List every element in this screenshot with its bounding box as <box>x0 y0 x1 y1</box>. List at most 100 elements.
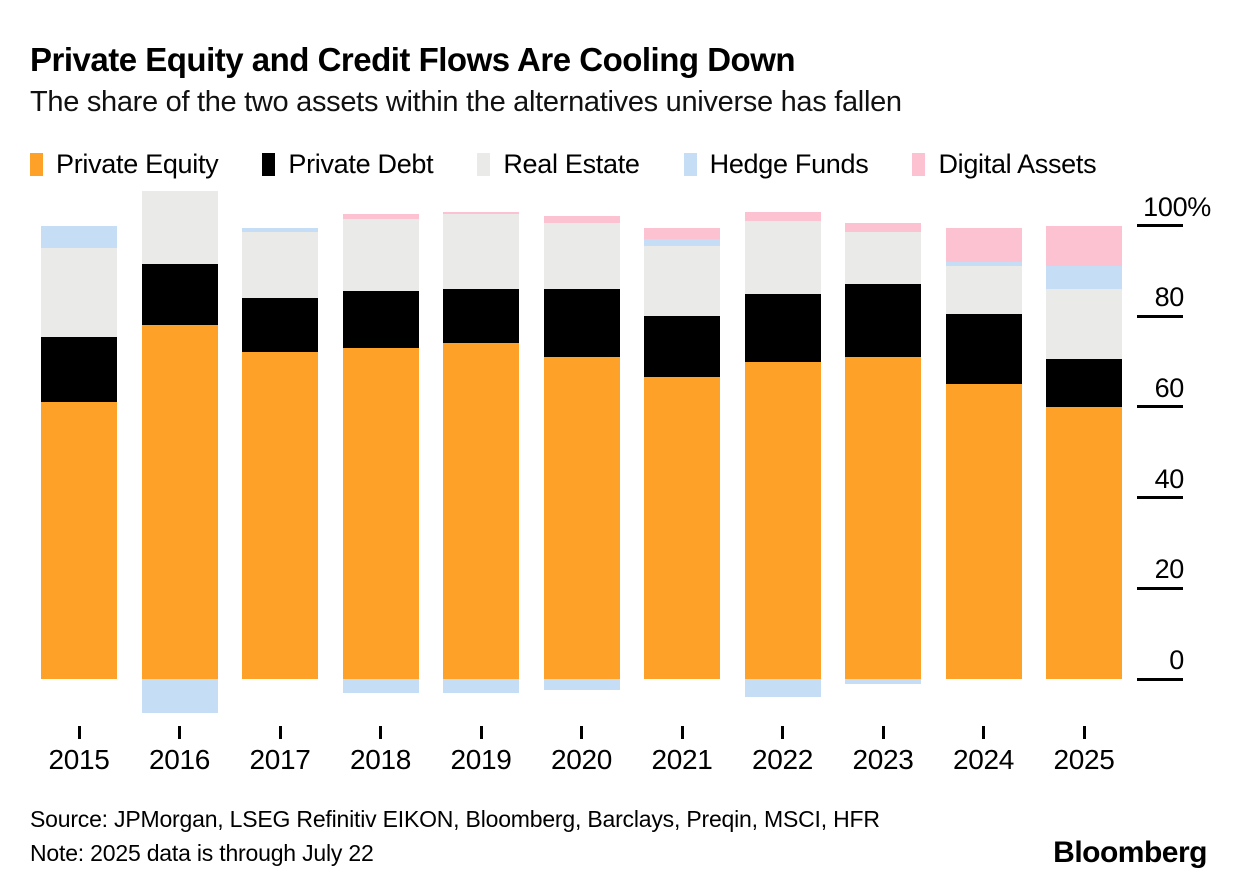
bar-segment-private-equity-2017 <box>242 352 318 679</box>
bar-segment-hedge-funds-2021 <box>644 239 720 246</box>
y-axis-tick <box>1137 405 1183 409</box>
bar-segment-private-equity-2025 <box>1046 406 1122 679</box>
bar-segment-digital-assets-2021 <box>644 227 720 240</box>
bar-segment-hedge-funds-2017 <box>242 227 318 233</box>
x-axis-label-2016: 2016 <box>148 744 211 775</box>
x-axis-label-2019: 2019 <box>450 744 512 775</box>
bar-segment-private-debt-2021 <box>644 316 720 378</box>
hedge-funds-swatch-icon <box>683 153 697 176</box>
bar-segment-private-debt-2018 <box>342 291 419 348</box>
bar-segment-hedge-funds-2025 <box>1046 266 1122 289</box>
bar-segment-hedge-funds-2023 <box>845 679 921 684</box>
bar-segment-real-estate-2023 <box>845 232 921 285</box>
bar-segment-private-equity-2020 <box>543 357 620 679</box>
x-axis-tick <box>278 726 282 739</box>
x-axis-tick <box>580 726 583 739</box>
legend-item-hedge-funds: Hedge Funds <box>683 149 869 180</box>
bar-segment-private-debt-2020 <box>543 288 620 357</box>
bar-segment-private-equity-2015 <box>41 402 117 679</box>
legend-item-digital-assets: Digital Assets <box>912 149 1097 180</box>
bar-segment-hedge-funds-2016 <box>141 679 218 713</box>
bar-segment-real-estate-2020 <box>543 223 620 289</box>
y-axis-tick <box>1137 314 1183 318</box>
bar-segment-private-equity-2024 <box>945 384 1022 679</box>
bar-segment-private-equity-2023 <box>845 357 921 679</box>
x-axis-label-2015: 2015 <box>48 744 110 775</box>
bloomberg-logo: Bloomberg <box>1053 836 1207 869</box>
y-axis-label: 60 <box>1154 372 1185 403</box>
real-estate-swatch-icon <box>477 153 491 176</box>
legend-item-private-debt: Private Debt <box>262 149 434 180</box>
bar-segment-digital-assets-2019 <box>443 211 519 215</box>
x-axis-label-2022: 2022 <box>751 744 814 775</box>
bar-segment-private-debt-2023 <box>845 284 921 357</box>
bar-segment-real-estate-2016 <box>141 191 218 265</box>
bar-segment-hedge-funds-2022 <box>744 679 821 698</box>
source-note: Source: JPMorgan, LSEG Refinitiv EIKON, … <box>30 806 880 832</box>
bar-segment-real-estate-2019 <box>443 214 519 289</box>
bar-segment-private-debt-2022 <box>744 293 821 362</box>
bar-segment-digital-assets-2024 <box>945 227 1022 262</box>
legend-label: Hedge Funds <box>709 149 869 179</box>
legend: Private Equity Private Debt Real Estate Hed… <box>30 149 1097 180</box>
bar-segment-private-equity-2021 <box>644 377 720 679</box>
bar-segment-private-debt-2024 <box>945 313 1022 385</box>
legend-label: Digital Assets <box>938 149 1097 179</box>
y-axis-tick <box>1137 677 1183 681</box>
legend-item-real-estate: Real Estate <box>477 149 640 180</box>
bar-segment-hedge-funds-2019 <box>443 679 519 693</box>
bar-segment-private-equity-2018 <box>342 347 419 679</box>
bar-segment-private-equity-2022 <box>744 361 821 679</box>
bar-segment-real-estate-2022 <box>744 220 821 294</box>
x-axis-label-2018: 2018 <box>349 744 412 775</box>
legend-item-private-equity: Private Equity <box>30 149 219 180</box>
y-axis-label: 80 <box>1154 282 1185 313</box>
y-axis-label: 40 <box>1154 463 1185 494</box>
x-axis-tick <box>479 726 483 739</box>
x-axis-tick <box>77 726 81 739</box>
x-axis-label-2017: 2017 <box>249 744 311 775</box>
legend-label: Private Equity <box>56 149 219 179</box>
bar-segment-real-estate-2017 <box>242 232 318 299</box>
x-axis-tick <box>1082 726 1086 739</box>
y-axis-label: 20 <box>1154 554 1185 585</box>
bar-segment-private-debt-2015 <box>41 336 117 403</box>
bar-segment-digital-assets-2018 <box>342 214 419 219</box>
chart-title: Private Equity and Credit Flows Are Cool… <box>30 41 796 78</box>
x-axis-label-2023: 2023 <box>852 744 914 775</box>
x-axis-tick <box>680 726 684 739</box>
chart-subtitle: The share of the two assets within the a… <box>30 86 902 118</box>
x-axis-tick <box>178 726 181 739</box>
x-axis-label-2024: 2024 <box>952 744 1015 775</box>
x-axis-tick <box>379 726 382 739</box>
legend-label: Private Debt <box>288 149 434 179</box>
y-axis-tick <box>1137 224 1183 227</box>
x-axis-label-2021: 2021 <box>651 744 713 775</box>
bar-segment-private-equity-2016 <box>141 325 218 679</box>
x-axis-tick <box>781 726 784 739</box>
bar-segment-private-equity-2019 <box>443 343 519 679</box>
bar-segment-real-estate-2025 <box>1046 288 1122 360</box>
y-axis-tick <box>1137 586 1183 590</box>
bar-segment-digital-assets-2020 <box>543 216 620 224</box>
bar-segment-private-debt-2017 <box>242 298 318 353</box>
bar-segment-private-debt-2019 <box>443 288 519 344</box>
bar-segment-hedge-funds-2018 <box>342 679 419 693</box>
bar-segment-private-debt-2025 <box>1046 359 1122 407</box>
bar-segment-real-estate-2021 <box>644 245 720 317</box>
bar-segment-hedge-funds-2020 <box>543 679 620 691</box>
x-axis-label-2020: 2020 <box>550 744 613 775</box>
private-debt-swatch-icon <box>262 153 276 176</box>
data-note: Note: 2025 data is through July 22 <box>30 840 374 866</box>
x-axis-tick <box>881 726 885 739</box>
x-axis-label-2025: 2025 <box>1053 744 1115 775</box>
bar-segment-real-estate-2024 <box>945 266 1022 314</box>
y-axis-label: 0 <box>1169 645 1184 675</box>
bar-segment-digital-assets-2025 <box>1046 225 1122 267</box>
bar-segment-hedge-funds-2015 <box>41 225 117 249</box>
y-axis-tick <box>1137 496 1183 500</box>
bar-segment-hedge-funds-2024 <box>945 261 1022 267</box>
bar-segment-real-estate-2015 <box>41 248 117 337</box>
